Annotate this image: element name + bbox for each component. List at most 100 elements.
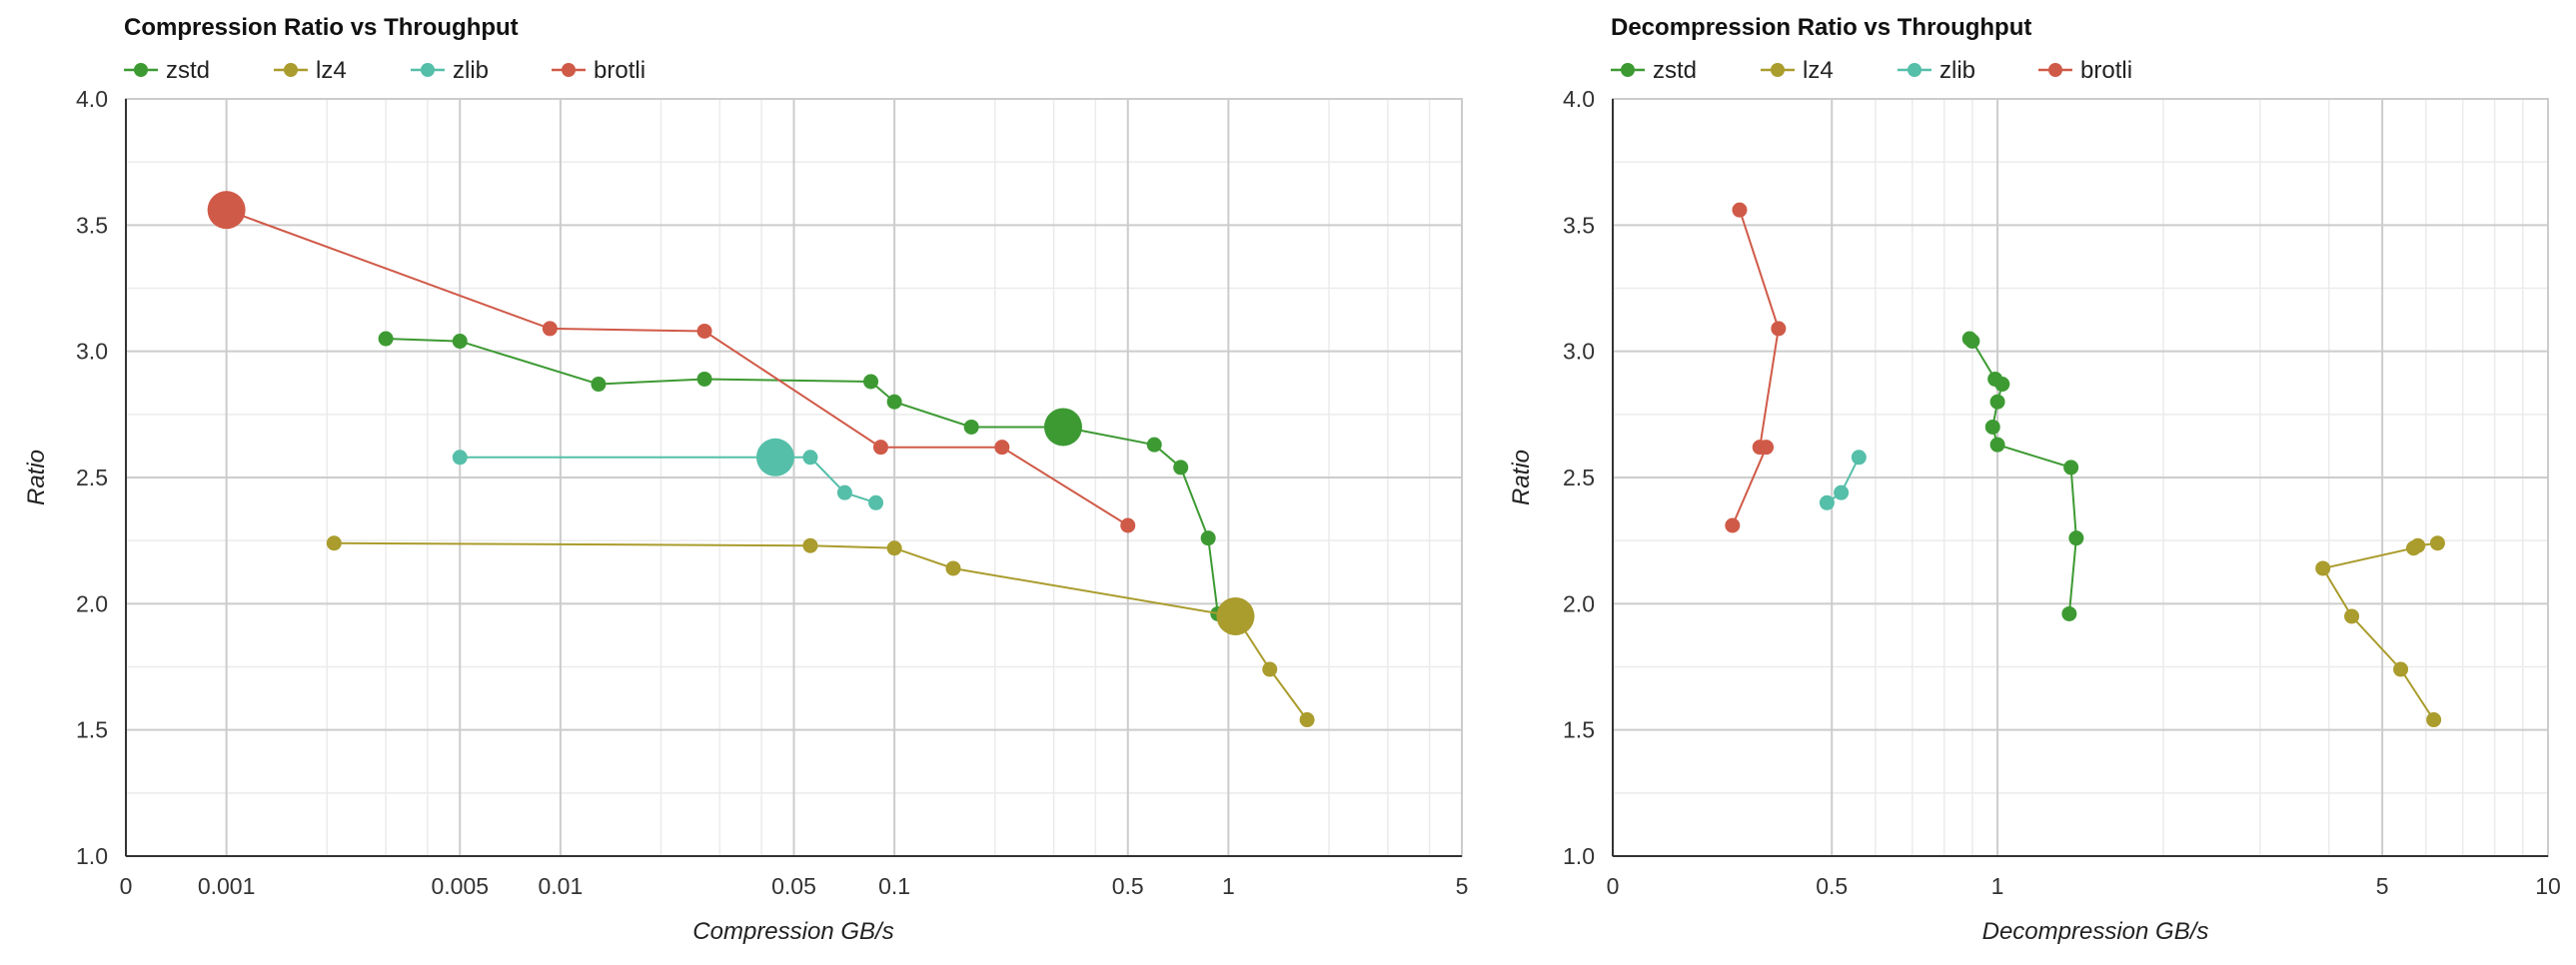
x-tick-label: 0.5 (1112, 873, 1144, 899)
highlight-point-lz4[interactable] (1216, 596, 1255, 635)
data-point-lz4[interactable] (2426, 712, 2442, 728)
decompression-chart-title: Decompression Ratio vs Throughput (1611, 14, 2031, 41)
data-point-lz4[interactable] (2406, 540, 2422, 556)
data-point-zstd[interactable] (863, 374, 879, 390)
legend-swatch-dot (284, 63, 298, 77)
series-lz4 (2315, 535, 2445, 728)
highlight-point-zstd[interactable] (1043, 408, 1082, 447)
data-point-zstd[interactable] (886, 394, 902, 410)
data-point-zstd[interactable] (1984, 419, 2000, 435)
x-tick-label: 10 (2535, 873, 2561, 899)
data-point-zstd[interactable] (1989, 437, 2005, 453)
compression-x-axis-title: Compression GB/s (692, 918, 893, 945)
data-point-zstd[interactable] (963, 419, 979, 435)
legend-item-zlib[interactable]: zlib (1898, 57, 1975, 84)
data-point-lz4[interactable] (1262, 661, 1278, 677)
y-tick-label: 1.5 (76, 717, 108, 743)
series-line-zstd (386, 338, 1219, 614)
series-zlib (1819, 450, 1867, 510)
legend-item-brotli[interactable]: brotli (552, 57, 645, 84)
compression-chart: Compression Ratio vs Throughput zstd lz4 z… (23, 14, 1468, 945)
data-point-zstd[interactable] (1964, 334, 1980, 350)
data-point-lz4[interactable] (2344, 608, 2360, 624)
legend-swatch-dot (134, 63, 148, 77)
legend-item-zstd[interactable]: zstd (1611, 57, 1697, 84)
data-point-lz4[interactable] (802, 537, 818, 553)
x-tick-label: 1 (1222, 873, 1235, 899)
data-point-brotli[interactable] (542, 321, 558, 337)
data-point-brotli[interactable] (994, 440, 1010, 456)
series-lz4 (326, 535, 1315, 728)
data-point-zstd[interactable] (2061, 605, 2077, 621)
y-tick-label: 1.5 (1563, 717, 1595, 743)
legend-item-brotli[interactable]: brotli (2038, 57, 2132, 84)
data-point-zstd[interactable] (696, 371, 712, 387)
data-point-lz4[interactable] (886, 540, 902, 556)
x-tick-label: 0 (120, 873, 133, 899)
legend-label: zlib (453, 57, 489, 84)
data-point-zlib[interactable] (802, 450, 818, 466)
series-line-zlib (460, 456, 876, 504)
legend-label: zstd (166, 57, 210, 84)
legend-item-zlib[interactable]: zlib (411, 57, 489, 84)
y-tick-label: 2.0 (76, 590, 108, 616)
data-point-brotli[interactable] (1732, 202, 1748, 218)
data-point-brotli[interactable] (1771, 321, 1787, 337)
legend-label: zlib (1939, 57, 1975, 84)
data-point-zstd[interactable] (452, 334, 468, 350)
data-point-lz4[interactable] (2315, 560, 2331, 576)
decompression-axes: 1.0 1.5 2.0 2.5 3.0 3.5 4.0 0 0.5 1 5 10 (1563, 86, 2561, 899)
data-point-zstd[interactable] (1173, 460, 1189, 476)
decompression-chart: Decompression Ratio vs Throughput zstd lz… (1508, 14, 2561, 945)
x-tick-label: 0.005 (431, 873, 489, 899)
data-point-zstd[interactable] (1146, 437, 1162, 453)
data-point-lz4[interactable] (326, 535, 342, 551)
data-point-zlib[interactable] (836, 484, 852, 500)
data-point-zstd[interactable] (1994, 377, 2010, 393)
y-tick-label: 3.0 (76, 339, 108, 365)
data-point-brotli[interactable] (1725, 517, 1741, 533)
legend-swatch-dot (562, 63, 576, 77)
data-point-zstd[interactable] (1989, 394, 2005, 410)
data-point-zstd[interactable] (591, 377, 607, 393)
data-point-lz4[interactable] (1299, 712, 1315, 728)
series-line-brotli (226, 209, 1129, 526)
data-point-zlib[interactable] (868, 494, 884, 510)
decompression-series (1725, 202, 2445, 728)
data-point-lz4[interactable] (945, 560, 961, 576)
compression-axes: 1.0 1.5 2.0 2.5 3.0 3.5 4.0 0 0.001 0.005 0.01 0.05… (76, 86, 1468, 899)
series-line-zstd (1968, 338, 2077, 614)
data-point-zstd[interactable] (378, 331, 394, 347)
legend-label: zstd (1653, 57, 1697, 84)
y-tick-label: 2.5 (76, 465, 108, 490)
data-point-zlib[interactable] (1819, 494, 1835, 510)
x-tick-label: 0.01 (538, 873, 583, 899)
data-point-zlib[interactable] (1834, 484, 1850, 500)
legend-item-lz4[interactable]: lz4 (274, 57, 347, 84)
legend-item-zstd[interactable]: zstd (124, 57, 210, 84)
y-tick-label: 4.0 (76, 86, 108, 112)
x-tick-label: 5 (2376, 873, 2389, 899)
data-point-zstd[interactable] (2068, 530, 2084, 546)
highlight-point-brotli[interactable] (207, 191, 246, 230)
data-point-lz4[interactable] (2429, 535, 2445, 551)
series-zstd (378, 331, 1226, 621)
legend-item-lz4[interactable]: lz4 (1761, 57, 1834, 84)
series-line-lz4 (2321, 541, 2438, 721)
data-point-brotli[interactable] (696, 323, 712, 339)
data-point-brotli[interactable] (872, 440, 888, 456)
highlight-point-zlib[interactable] (755, 438, 794, 477)
legend-swatch-dot (1621, 63, 1635, 77)
x-tick-label: 1 (1991, 873, 2004, 899)
data-point-zlib[interactable] (452, 450, 468, 466)
legend-swatch-dot (1771, 63, 1785, 77)
data-point-zlib[interactable] (1851, 450, 1867, 466)
data-point-zstd[interactable] (1200, 530, 1216, 546)
x-tick-label: 0.5 (1816, 873, 1848, 899)
compression-series (207, 191, 1315, 728)
data-point-brotli[interactable] (1120, 517, 1136, 533)
data-point-zstd[interactable] (2063, 460, 2079, 476)
data-point-brotli[interactable] (1759, 440, 1775, 456)
data-point-lz4[interactable] (2393, 661, 2409, 677)
